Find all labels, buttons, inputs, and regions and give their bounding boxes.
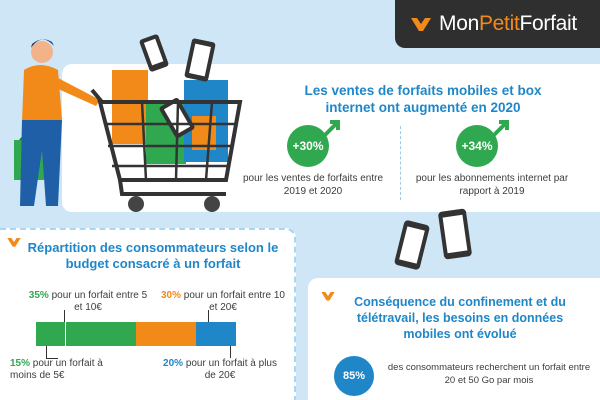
brand-logo: MonPetitForfait (395, 0, 600, 48)
budget-tick (208, 310, 209, 322)
budget-bar (36, 322, 236, 346)
budget-segment-label: 30% pour un forfait entre 10 et 20€ (161, 290, 285, 313)
budget-bar-segment (36, 322, 66, 346)
trend-up-arrow-icon (320, 120, 340, 140)
shopping-cart-illustration (14, 34, 243, 212)
sales-stat2-badge: +34% (456, 125, 498, 167)
budget-title: Répartition des consommateurs selon le b… (27, 240, 279, 271)
budget-segment-label: 15% pour un forfait à moins de 5€ (10, 358, 103, 381)
trend-up-arrow-icon (489, 120, 509, 140)
budget-bar-segment (196, 322, 236, 346)
budget-tick (46, 346, 47, 358)
sales-stat1-caption: pour les ventes de forfaits entre 2019 e… (242, 173, 384, 197)
confinement-stat-badge: 85% (334, 356, 374, 396)
budget-segment-label: 35% pour un forfait entre 5 et 10€ (28, 290, 148, 313)
stats-divider (400, 126, 401, 200)
monpetitforfait-logo-icon (411, 18, 431, 31)
budget-tick (64, 310, 65, 322)
budget-bar-segment (66, 322, 136, 346)
budget-segment-label: 20% pour un forfait à plus de 20€ (163, 358, 277, 381)
confinement-stat-caption: des consommateurs recherchent un forfait… (387, 362, 591, 386)
sales-stat1-badge: +30% (287, 125, 329, 167)
budget-tick (230, 346, 231, 358)
sales-title: Les ventes de forfaits mobiles et box in… (304, 83, 542, 115)
sales-stat2-caption: pour les abonnements internet par rappor… (415, 173, 569, 197)
brand-name: MonPetitForfait (439, 12, 577, 35)
monpetitforfait-logo-icon (7, 238, 21, 247)
budget-bar-segment (136, 322, 196, 346)
budget-tick (46, 358, 58, 359)
budget-card (0, 228, 296, 400)
smartphones-illustration (394, 208, 472, 270)
monpetitforfait-logo-icon (321, 292, 335, 301)
confinement-title: Conséquence du confinement et du télétra… (354, 295, 566, 341)
